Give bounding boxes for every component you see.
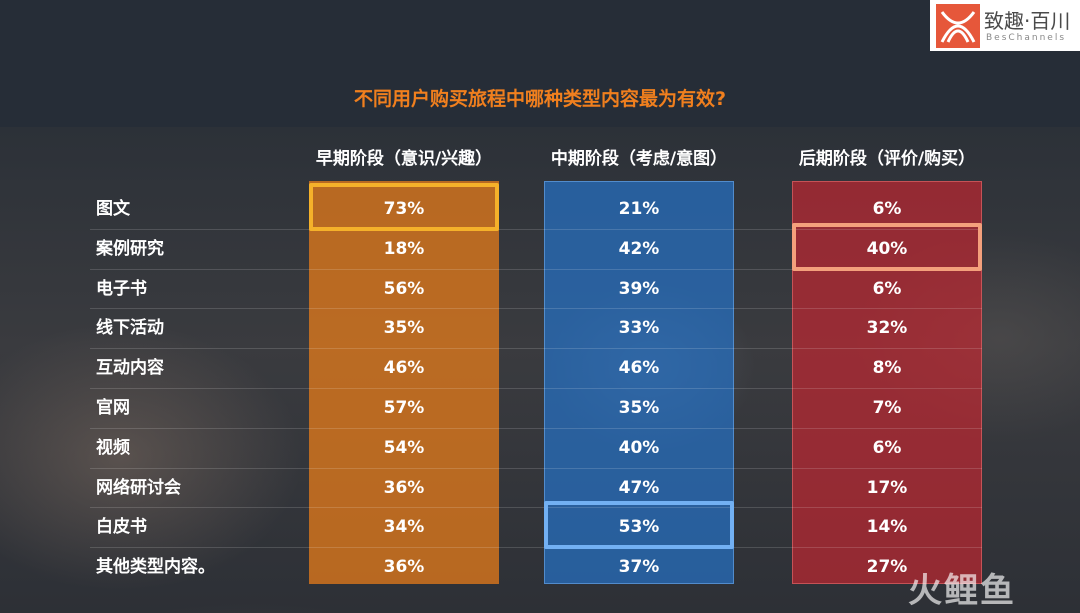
row-divider <box>90 308 982 309</box>
column-header-early: 早期阶段（意识/兴趣） <box>315 149 493 169</box>
cell-early: 36% <box>383 557 425 578</box>
row-divider <box>90 547 982 548</box>
column-mid-bar <box>544 181 734 584</box>
cell-mid: 39% <box>618 278 660 299</box>
cell-early: 46% <box>383 358 425 379</box>
row-label: 案例研究 <box>96 238 164 259</box>
cell-early: 57% <box>383 398 425 418</box>
row-divider <box>90 428 982 429</box>
column-header-late: 后期阶段（评价/购买） <box>798 149 976 169</box>
row-label: 官网 <box>96 398 130 418</box>
cell-late: 32% <box>866 318 908 339</box>
cell-early: 18% <box>383 238 425 259</box>
brand-mark-icon <box>936 4 980 48</box>
cell-late: 14% <box>866 517 908 538</box>
row-divider <box>90 507 982 508</box>
cell-late: 40% <box>866 238 908 259</box>
cell-early: 56% <box>383 278 425 299</box>
cell-mid: 53% <box>618 517 660 538</box>
cell-late: 17% <box>866 477 908 498</box>
cell-mid: 40% <box>618 437 660 458</box>
row-label: 电子书 <box>96 278 147 299</box>
row-label: 其他类型内容。 <box>96 557 215 578</box>
header-band <box>0 0 1080 127</box>
chart-title: 不同用户购买旅程中哪种类型内容最为有效? <box>353 88 727 110</box>
row-label: 视频 <box>96 437 130 458</box>
cell-late: 6% <box>872 437 902 458</box>
cell-mid: 35% <box>618 398 660 418</box>
cell-mid: 21% <box>618 199 660 219</box>
highlight-box-mid <box>544 501 734 549</box>
row-label: 网络研讨会 <box>96 477 181 498</box>
row-label: 线下活动 <box>96 318 164 339</box>
cell-late: 8% <box>872 358 902 379</box>
watermark: 火鲤鱼 <box>908 571 1016 611</box>
cell-mid: 37% <box>618 557 660 578</box>
column-early-bar <box>309 181 499 584</box>
cell-mid: 33% <box>618 318 660 339</box>
cell-late: 7% <box>872 398 902 418</box>
cell-mid: 42% <box>618 238 660 259</box>
column-header-mid: 中期阶段（考虑/意图） <box>550 149 728 169</box>
cell-mid: 46% <box>618 358 660 379</box>
row-divider <box>90 348 982 349</box>
cell-early: 73% <box>383 199 425 219</box>
brand-name-en: BesChannels <box>986 33 1067 43</box>
row-divider <box>90 229 982 230</box>
row-divider <box>90 468 982 469</box>
row-divider <box>90 269 982 270</box>
column-late-bar <box>792 181 982 584</box>
row-divider <box>90 388 982 389</box>
cell-early: 54% <box>383 437 425 458</box>
row-label: 互动内容 <box>96 358 164 379</box>
brand-logo: 致趣·百川 BesChannels <box>930 0 1080 51</box>
row-label: 白皮书 <box>96 517 147 538</box>
cell-late: 27% <box>866 557 908 578</box>
highlight-box-late <box>792 223 982 271</box>
cell-late: 6% <box>872 199 902 219</box>
cell-early: 34% <box>383 517 425 538</box>
row-label: 图文 <box>96 199 130 219</box>
cell-late: 6% <box>872 278 902 299</box>
highlight-box-early <box>309 183 499 231</box>
cell-early: 36% <box>383 477 425 498</box>
cell-early: 35% <box>383 318 425 339</box>
brand-name-cn: 致趣·百川 <box>984 9 1071 33</box>
cell-mid: 47% <box>618 477 660 498</box>
